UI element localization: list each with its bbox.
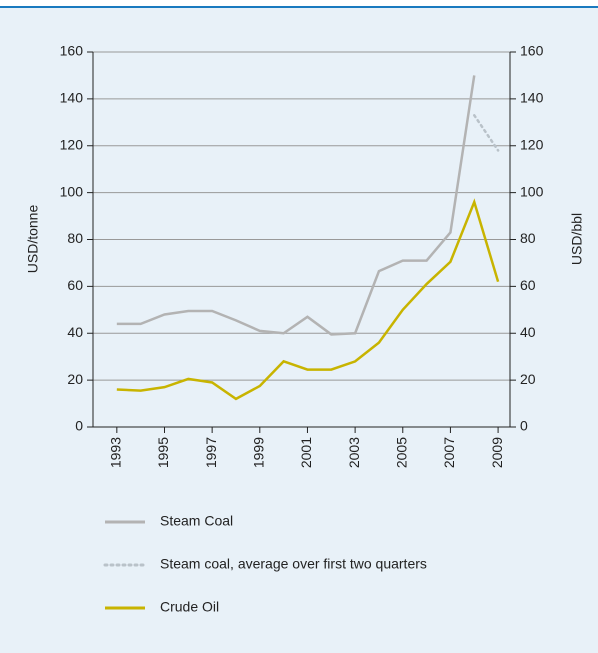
y-axis-label: USD/tonne — [25, 205, 41, 274]
series-line — [116, 198, 500, 401]
y2-tick-label: 100 — [520, 183, 544, 199]
y-tick-label: 20 — [67, 371, 83, 387]
y-tick-label: 120 — [60, 136, 84, 152]
legend-label: Steam Coal — [160, 513, 233, 529]
y2-tick-label: 80 — [520, 230, 536, 246]
x-tick-label: 2007 — [441, 437, 457, 468]
series-line — [116, 75, 476, 336]
y-tick-label: 100 — [60, 183, 84, 199]
x-tick-label: 2009 — [489, 437, 505, 468]
y2-tick-label: 120 — [520, 136, 544, 152]
y2-tick-label: 140 — [520, 90, 544, 106]
x-tick-label: 2001 — [298, 437, 314, 468]
x-tick-label: 1999 — [251, 437, 267, 468]
y-tick-label: 140 — [60, 90, 84, 106]
y2-tick-label: 60 — [520, 277, 536, 293]
y2-tick-label: 40 — [520, 324, 536, 340]
y2-tick-label: 20 — [520, 371, 536, 387]
y2-tick-label: 160 — [520, 43, 544, 59]
y-tick-label: 160 — [60, 43, 84, 59]
y2-axis-label: USD/bbl — [569, 213, 585, 265]
x-tick-label: 1993 — [108, 437, 124, 468]
y-tick-label: 60 — [67, 277, 83, 293]
y-tick-label: 80 — [67, 230, 83, 246]
x-tick-label: 2005 — [393, 437, 409, 468]
x-tick-label: 1997 — [203, 437, 219, 468]
legend-label: Crude Oil — [160, 599, 219, 615]
y-tick-label: 0 — [75, 418, 83, 434]
top-margin — [0, 0, 598, 7]
y2-tick-label: 0 — [520, 418, 528, 434]
y-tick-label: 40 — [67, 324, 83, 340]
x-tick-label: 2003 — [346, 437, 362, 468]
series-line — [473, 114, 500, 152]
legend-label: Steam coal, average over first two quart… — [160, 556, 427, 572]
x-tick-label: 1995 — [155, 437, 171, 468]
